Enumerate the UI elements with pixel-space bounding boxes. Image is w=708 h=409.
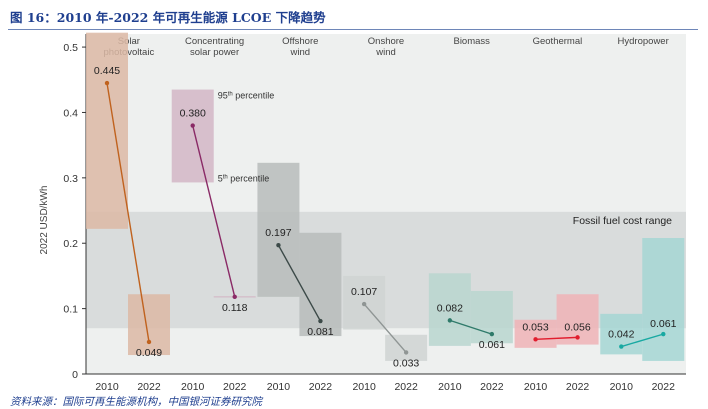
range-bar-2022-hydropower: [642, 238, 685, 361]
value-label-2010-concentrating-solar-power: 0.380: [180, 108, 206, 120]
value-label-2022-biomass: 0.061: [479, 339, 505, 351]
point-2010-solar-photovoltaic: [104, 80, 110, 86]
value-label-2022-offshore-wind: 0.081: [307, 326, 333, 338]
percentile-95-label: 95th percentile: [218, 91, 275, 101]
point-2022-concentrating-solar-power: [232, 294, 237, 300]
x-tick-label-2022: 2022: [394, 381, 418, 392]
category-label-offshore-wind: Offshore: [282, 36, 318, 47]
point-2022-onshore-wind: [403, 350, 409, 355]
point-2010-concentrating-solar-power: [190, 123, 195, 128]
category-label-concentrating-solar-power: solar power: [190, 47, 239, 58]
point-2022-hydropower: [661, 331, 666, 337]
trend-line-hydropower: [621, 333, 664, 348]
value-label-2022-onshore-wind: 0.033: [393, 357, 419, 369]
y-tick-label: 0.1: [63, 304, 78, 316]
range-bar-2010-biomass: [428, 273, 471, 346]
trend-line-onshore-wind: [363, 303, 407, 353]
category-label-geothermal: Geothermal: [533, 36, 583, 47]
x-tick-label-2010: 2010: [267, 381, 291, 392]
category-label-onshore-wind: wind: [375, 47, 396, 58]
trend-line-offshore-wind: [277, 244, 322, 322]
fossil-fuel-label: Fossil fuel cost range: [573, 215, 672, 227]
point-2022-biomass: [489, 331, 495, 337]
value-label-2022-hydropower: 0.061: [650, 318, 676, 330]
category-label-concentrating-solar-power: Concentrating: [185, 36, 244, 47]
range-bar-2022-solar-photovoltaic: [128, 294, 170, 356]
figure-source: 资料来源：国际可再生能源机构，中国银河证券研究院: [10, 396, 262, 408]
range-bar-2010-offshore-wind: [257, 162, 300, 297]
trend-line-solar-photovoltaic: [106, 82, 150, 343]
x-tick-label-2010: 2010: [352, 381, 376, 392]
category-label-onshore-wind: Onshore: [368, 36, 404, 47]
category-label-hydropower: Hydropower: [618, 36, 669, 47]
x-tick-label-2022: 2022: [309, 381, 333, 392]
range-bar-2010-solar-photovoltaic: [86, 32, 128, 229]
value-label-2022-solar-photovoltaic: 0.049: [136, 347, 162, 359]
x-tick-label-2010: 2010: [438, 381, 462, 392]
value-label-2010-onshore-wind: 0.107: [351, 286, 377, 298]
title-rule: [8, 29, 698, 30]
range-bar-2010-concentrating-solar-power: [171, 89, 214, 183]
category-label-solar-photovoltaic: photovoltaic: [104, 47, 155, 58]
trend-line-concentrating-solar-power: [192, 125, 236, 298]
x-tick-label-2022: 2022: [137, 381, 161, 392]
value-label-2010-geothermal: 0.053: [522, 321, 548, 333]
y-tick-label: 0.4: [63, 107, 78, 119]
category-label-solar-photovoltaic: Solar: [118, 36, 140, 47]
category-label-biomass: Biomass: [453, 36, 490, 47]
range-bar-2010-geothermal: [514, 319, 557, 348]
percentile-5-label: 5th percentile: [218, 173, 270, 183]
range-bar-2022-onshore-wind: [385, 334, 428, 361]
value-label-2022-geothermal: 0.056: [564, 321, 590, 333]
trend-line-biomass: [449, 319, 493, 335]
figure-title: 图 16：2010 年-2022 年可再生能源 LCOE 下降趋势: [10, 10, 326, 25]
y-axis-label: 2022 USD/kWh: [39, 186, 50, 255]
point-2010-offshore-wind: [276, 242, 281, 248]
point-2010-biomass: [447, 318, 453, 323]
point-2010-geothermal: [533, 337, 538, 342]
value-label-2010-biomass: 0.082: [437, 302, 463, 314]
point-2010-onshore-wind: [361, 301, 367, 307]
trend-line-geothermal: [535, 336, 578, 341]
point-2022-solar-photovoltaic: [146, 339, 152, 345]
value-label-2010-hydropower: 0.042: [608, 329, 634, 341]
category-label-offshore-wind: wind: [290, 47, 311, 58]
y-tick-label: 0.3: [63, 173, 78, 185]
x-tick-label-2010: 2010: [95, 381, 119, 392]
point-2022-offshore-wind: [318, 318, 323, 324]
point-2022-geothermal: [575, 335, 580, 340]
value-label-2010-offshore-wind: 0.197: [265, 227, 291, 239]
value-label-2010-solar-photovoltaic: 0.445: [94, 65, 120, 77]
lcoe-chart: Fossil fuel cost range 0 0.1 0.2 0.3 0.4 0.5 20…: [39, 32, 686, 392]
x-tick-label-2010: 2010: [610, 381, 634, 392]
x-tick-label-2010: 2010: [524, 381, 548, 392]
y-tick-label: 0: [72, 369, 78, 381]
point-2010-hydropower: [619, 344, 624, 349]
value-label-2022-concentrating-solar-power: 0.118: [222, 302, 248, 314]
x-tick-label-2010: 2010: [181, 381, 205, 392]
x-tick-label-2022: 2022: [223, 381, 247, 392]
y-tick-label: 0.5: [63, 42, 78, 54]
x-tick-label-2022: 2022: [652, 381, 676, 392]
x-tick-label-2022: 2022: [566, 381, 590, 392]
y-tick-label: 0.2: [63, 238, 78, 250]
x-tick-label-2022: 2022: [480, 381, 504, 392]
